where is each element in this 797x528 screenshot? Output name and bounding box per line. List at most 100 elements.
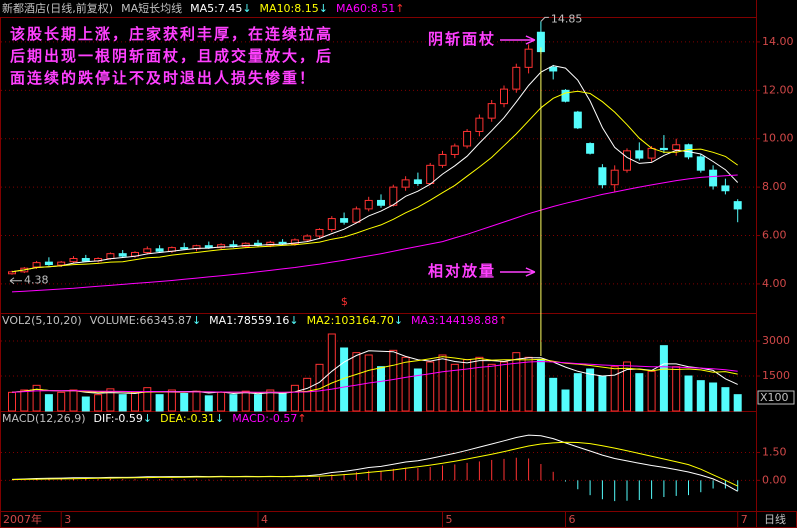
candle-body xyxy=(733,201,742,210)
volume-bar xyxy=(377,366,385,412)
volume-bar xyxy=(610,366,619,412)
volume-bar xyxy=(327,333,336,412)
volume-bar xyxy=(69,389,78,412)
candle-body xyxy=(155,248,164,252)
note-text: 面连续的跌停让不及时退出人损失惨重！ xyxy=(10,69,316,87)
candle-body xyxy=(672,144,681,151)
volume-bar xyxy=(426,361,435,412)
volume-bar xyxy=(549,377,558,412)
volume-bar xyxy=(20,389,29,412)
candle-body xyxy=(8,271,16,275)
volume-bar xyxy=(635,373,644,412)
legend-entry: DEA:-0.31 xyxy=(160,412,215,425)
volume-bar xyxy=(561,389,570,412)
volume-bar xyxy=(106,388,115,412)
peak-label: 14.85 xyxy=(551,12,583,25)
volume-bar xyxy=(696,380,705,412)
volume-bar xyxy=(278,392,287,412)
volume-bar xyxy=(672,366,681,412)
low-arrow xyxy=(9,277,22,285)
period-label: 日线 xyxy=(764,512,786,526)
candle-body xyxy=(315,228,324,237)
candle-body xyxy=(487,103,496,119)
line xyxy=(11,174,738,293)
volume-bar xyxy=(217,391,226,412)
note-text: 后期出现一根阴斩面杖，且成交量放大，后 xyxy=(10,47,333,65)
x-tick-label: 2007年 xyxy=(3,512,42,526)
volume-bar xyxy=(81,396,90,412)
x-tick-label: 6 xyxy=(569,513,576,526)
legend-entry: ↓ xyxy=(319,2,328,15)
candle-body xyxy=(143,248,152,253)
line xyxy=(11,350,738,395)
candle-body xyxy=(327,218,336,230)
volume-bar xyxy=(44,394,53,412)
candle-body xyxy=(450,145,459,155)
info-marker: $ xyxy=(341,295,348,308)
date-axis xyxy=(0,511,797,528)
candle-body xyxy=(561,89,570,102)
volume-bar xyxy=(290,384,299,412)
callout-text: 阴斩面杖 xyxy=(428,30,496,48)
candle-body xyxy=(57,261,66,266)
volume-bar xyxy=(204,395,213,412)
volume-bar xyxy=(180,392,189,412)
volume-bar xyxy=(413,368,422,412)
volume-bar xyxy=(500,361,508,412)
volume-bar xyxy=(352,352,361,412)
legend-entry: ↓ xyxy=(143,412,152,425)
volume-bar xyxy=(254,394,262,412)
legend-entry: ↑ xyxy=(498,314,507,327)
volume-bar xyxy=(463,359,472,412)
candle-body xyxy=(696,156,705,171)
candle-body xyxy=(426,164,435,184)
volume-bar xyxy=(155,394,164,412)
candle-body xyxy=(340,218,349,223)
volume-bar xyxy=(118,394,127,412)
candle-body xyxy=(721,185,730,192)
y-tick-label: 14.00 xyxy=(762,35,794,48)
candle-body xyxy=(623,150,631,171)
volume-bar xyxy=(266,389,275,412)
legend-entry: MA1:78559.16 xyxy=(209,314,289,327)
volume-bar xyxy=(684,375,693,412)
legend-entry: MA短长均线 xyxy=(121,1,182,15)
volume-bar xyxy=(94,394,103,412)
candle-body xyxy=(659,147,668,151)
candle-body xyxy=(635,150,644,159)
candle-body xyxy=(44,261,53,266)
x-tick-label: 4 xyxy=(261,513,268,526)
candle-body xyxy=(32,262,41,268)
volume-bar xyxy=(401,356,410,412)
candle-body xyxy=(81,258,90,262)
candle-body xyxy=(180,247,189,250)
y-tick-label: 4.00 xyxy=(762,277,787,290)
candle-body xyxy=(475,117,484,132)
volume-bar xyxy=(475,356,484,412)
legend-entry: ↓ xyxy=(289,314,298,327)
y-tick-label: 1.50 xyxy=(762,446,787,459)
candle-body xyxy=(438,153,447,166)
legend-entry: VOLUME:66345.87 xyxy=(90,314,192,327)
candle-body xyxy=(352,208,361,223)
candle-body xyxy=(709,169,718,187)
legend-entry: MA60:8.51 xyxy=(336,2,395,15)
legend-entry: ↑ xyxy=(395,2,404,15)
volume-bar xyxy=(192,390,201,412)
candle-body xyxy=(241,242,250,247)
legend-entry: ↓ xyxy=(394,314,403,327)
candle-body xyxy=(290,239,299,245)
line xyxy=(11,434,738,492)
candle-body xyxy=(364,199,373,210)
y-tick-label: 1500 xyxy=(762,369,790,382)
volume-bar xyxy=(524,356,533,412)
legend-entry: MA5:7.45 xyxy=(190,2,242,15)
y-tick-label: 12.00 xyxy=(762,83,794,96)
legend-entry: ↓ xyxy=(242,2,251,15)
volume-bar xyxy=(229,394,238,412)
macd-panel xyxy=(0,411,757,512)
y-tick-label: 6.00 xyxy=(762,229,787,242)
candle-body xyxy=(401,179,410,188)
